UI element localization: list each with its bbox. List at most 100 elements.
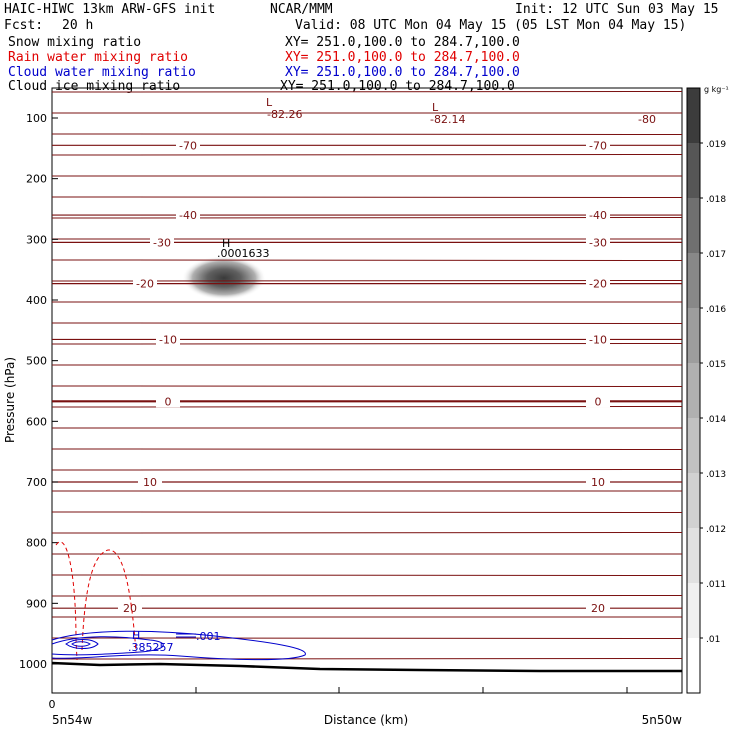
colorbar-segment-9: [687, 143, 700, 198]
y-tick-label-900: 900: [26, 597, 47, 610]
isotherm-label-right--40: -40: [589, 209, 607, 222]
colorbar-units: g kg⁻¹: [704, 85, 729, 94]
colorbar-tick-label: .018: [706, 195, 726, 205]
colorbar-segment-0: [687, 638, 700, 693]
isotherm-label-left--30: -30: [153, 236, 171, 249]
isotherm-label-right--30: -30: [589, 236, 607, 249]
y-tick-label-700: 700: [26, 476, 47, 489]
right-label-minus-80: -80: [638, 113, 656, 126]
colorbar-tick-label: .017: [706, 250, 726, 260]
field-xy-rain: XY= 251.0,100.0 to 284.7,100.0: [285, 50, 520, 65]
colorbar-segment-8: [687, 198, 700, 253]
y-axis-title: Pressure (hPa): [3, 357, 17, 443]
cloud-water-contour-inner: [65, 639, 99, 649]
isotherm-label-bg-left: [176, 209, 200, 222]
rain-water-contour-left: [55, 541, 78, 661]
low-marker-1: L: [266, 96, 273, 109]
isotherm-line-9: [51, 280, 683, 282]
y-tick-label-1000: 1000: [19, 658, 47, 671]
isotherm-label-left--40: -40: [179, 209, 197, 222]
fcst-label: Fcst:: [4, 18, 44, 33]
colorbar-tick-label: .01: [706, 635, 720, 645]
colorbar-tick-label: .011: [706, 580, 726, 590]
isotherm-label-bg-right: [586, 395, 610, 408]
field-xy-cloud-ice: XY= 251.0,100.0 to 284.7,100.0: [280, 79, 515, 94]
y-tick-label-200: 200: [26, 173, 47, 186]
isotherm-line-18: [51, 469, 683, 471]
colorbar-tick-label: .019: [706, 140, 726, 150]
isotherm-label-bg-right: [586, 476, 610, 488]
isotherm-line-11: [51, 322, 683, 324]
y-tick-label-300: 300: [26, 233, 47, 246]
colorbar-tick-label: .016: [706, 305, 726, 315]
isotherm-label-bg-right: [586, 277, 610, 290]
isotherm-label-bg-right: [586, 209, 610, 222]
x-right-label: 5n50w: [642, 713, 683, 727]
cloud-water-contour-core: [71, 641, 91, 647]
colorbar-segment-6: [687, 308, 700, 363]
plot-area: [51, 87, 683, 694]
low-value-2: -82.14: [430, 113, 465, 126]
isotherm-line-27: [51, 658, 683, 660]
colorbar-frame: [686, 87, 701, 694]
isotherm--30: [51, 241, 683, 244]
field-xy-snow: XY= 251.0,100.0 to 284.7,100.0: [285, 35, 520, 50]
isotherm-label-right--70: -70: [589, 139, 607, 152]
colorbar-segment-5: [687, 363, 700, 418]
isotherm-label-right-0: 0: [595, 395, 602, 408]
isotherm-line-14: [51, 385, 683, 387]
x-axis-title: Distance (km): [324, 713, 408, 727]
isotherm--10: [51, 338, 683, 341]
high-value-cloud-water: .385257: [128, 641, 174, 654]
isotherm-line-26: [51, 637, 683, 639]
cloud-water-contour-label: .001: [196, 630, 221, 643]
isotherm-label-bg-left: [156, 333, 180, 346]
rain-water-contour-arch: [81, 549, 137, 653]
y-axis: 100 200 300 400 500 600 700 800 900 1000: [19, 112, 58, 671]
isotherm-line-5: [51, 196, 683, 198]
init-time: Init: 12 UTC Sun 03 May 15: [515, 2, 719, 17]
valid-time: Valid: 08 UTC Mon 04 May 15 (05 LST Mon …: [295, 18, 687, 33]
isotherm-10: [51, 481, 683, 483]
isotherm-line-20: [51, 511, 683, 513]
isotherm-line-8: [51, 259, 683, 261]
isotherm--40: [51, 214, 683, 216]
isotherm-line-0: [51, 91, 683, 93]
fcst-value: 20 h: [62, 18, 94, 33]
isotherm-label-left--10: -10: [159, 333, 177, 346]
isotherm-label-bg-right: [586, 139, 610, 152]
isotherm-line-12: [51, 343, 683, 345]
isotherm-label-bg-right: [586, 602, 610, 615]
x-axis: [51, 687, 628, 693]
colorbar-segment-2: [687, 528, 700, 583]
isotherm-line-15: [51, 406, 683, 408]
field-name-cloud-water: Cloud water mixing ratio: [8, 65, 196, 80]
y-tick-label-400: 400: [26, 294, 47, 307]
x-tick-label-0: 0: [49, 698, 56, 711]
colorbar-segment-10: [687, 88, 700, 143]
field-name-cloud-ice: Cloud ice mixing ratio: [8, 79, 181, 94]
isotherm-line-24: [51, 595, 683, 597]
isotherm-line-17: [51, 448, 683, 450]
field-name-rain: Rain water mixing ratio: [8, 50, 189, 65]
low-value-1: -82.26: [267, 108, 302, 121]
isotherm-label-left-0: 0: [165, 395, 172, 408]
terrain-line: [51, 661, 682, 673]
isotherm-line-3: [51, 154, 683, 156]
isotherm-label-bg-left: [118, 602, 142, 615]
isotherm-label-bg-left: [133, 277, 157, 290]
isotherm-line-2: [51, 133, 683, 135]
colorbar-tick-label: .012: [706, 525, 726, 535]
temperature-contours: -70 -70 -40 -40 -30 -30 -20 -20 -10 -10 0 0 10 10 20 20: [51, 91, 683, 660]
colorbar-segment-7: [687, 253, 700, 308]
cloud-water-contour-mid: [51, 636, 164, 656]
cloud-water-contour-outer: [51, 630, 306, 661]
isotherm-label-left-20: 20: [123, 602, 137, 615]
field-xy-cloud-water: XY= 251.0,100.0 to 284.7,100.0: [285, 65, 520, 80]
colorbar-segment-4: [687, 418, 700, 473]
low-marker-2: L: [432, 101, 439, 114]
isotherm-label-bg-right: [586, 236, 610, 249]
colorbar-tick-label: .013: [706, 470, 726, 480]
isotherm-label-right--10: -10: [589, 333, 607, 346]
high-marker-ice: H: [222, 237, 230, 250]
